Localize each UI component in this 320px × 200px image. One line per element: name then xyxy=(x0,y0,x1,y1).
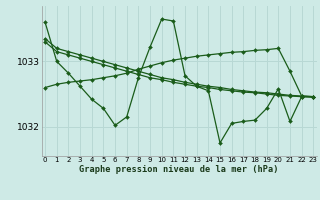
X-axis label: Graphe pression niveau de la mer (hPa): Graphe pression niveau de la mer (hPa) xyxy=(79,165,279,174)
